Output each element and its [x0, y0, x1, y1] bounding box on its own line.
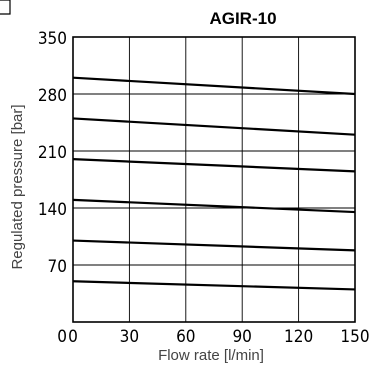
corner-mark [0, 0, 11, 15]
x-tick-label: 150 [340, 327, 369, 347]
x-tick-label: 0 [68, 327, 78, 347]
series-line-5 [72, 239, 356, 252]
y-tick-label: 140 [38, 200, 67, 220]
y-axis-label: Regulated pressure [bar] [9, 104, 26, 269]
series-line-3 [72, 158, 356, 173]
series-line-2 [72, 117, 356, 136]
y-tick-label: 350 [38, 29, 67, 49]
series-line-1 [72, 76, 356, 96]
series-line-4 [72, 198, 356, 214]
series-line-6 [72, 280, 356, 291]
x-tick-label: 90 [232, 327, 251, 347]
y-origin-label: 0 [57, 327, 67, 347]
x-tick-label: 60 [176, 327, 195, 347]
y-tick-label: 70 [48, 257, 67, 277]
series-lines [72, 76, 356, 291]
tick-labels: 0 30 60 90 120 150 70 140 210 280 350 0 [38, 29, 369, 347]
y-tick-label: 280 [38, 86, 67, 106]
x-tick-label: 30 [120, 327, 139, 347]
x-tick-label: 120 [284, 327, 313, 347]
plot-frame [72, 36, 356, 323]
y-tick-label: 210 [38, 143, 67, 163]
x-axis-label: Flow rate [l/min] [158, 347, 264, 364]
chart-title: AGIR-10 [209, 9, 276, 28]
